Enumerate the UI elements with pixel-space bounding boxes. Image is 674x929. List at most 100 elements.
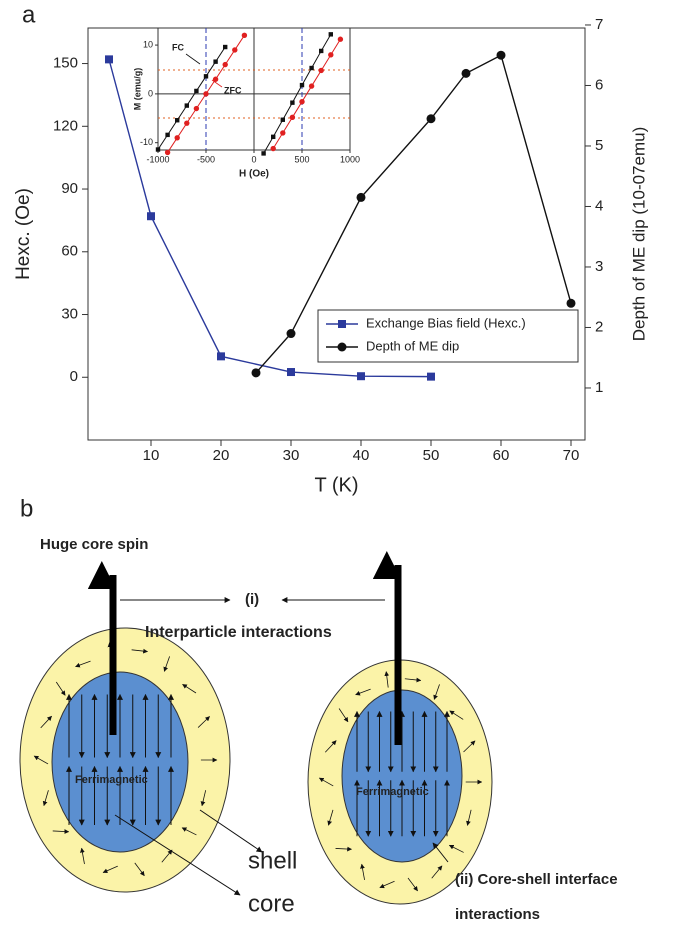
- x-tick-label: 1000: [340, 154, 360, 164]
- y2-tick-label: 7: [595, 16, 603, 33]
- y2-tick-label: 2: [595, 318, 603, 335]
- series-label: ZFC: [224, 85, 242, 95]
- legend-label: Depth of ME dip: [366, 338, 459, 353]
- marker: [299, 82, 305, 88]
- spin: [338, 708, 349, 723]
- spin: [466, 809, 472, 826]
- marker: [212, 76, 219, 82]
- marker: [309, 65, 314, 71]
- legend-box: [317, 309, 579, 363]
- x-axis-label: T (K): [314, 474, 358, 496]
- marker: [251, 368, 261, 378]
- shell-label: shell: [248, 847, 297, 874]
- spin: [40, 715, 52, 729]
- spin: [197, 716, 210, 728]
- core-spin-label: Huge core spin: [40, 536, 148, 553]
- spin: [433, 684, 440, 700]
- series-line: [263, 34, 332, 154]
- legend-marker: [337, 342, 347, 352]
- marker: [496, 50, 506, 60]
- y2-axis-label: Depth of ME dip (10-07emu): [629, 127, 648, 342]
- core-label: core: [248, 890, 295, 917]
- marker: [461, 68, 471, 78]
- x-tick-label: -500: [197, 154, 215, 164]
- marker: [318, 67, 324, 74]
- x-tick-label: -1000: [146, 154, 169, 164]
- series-line: [272, 38, 341, 149]
- spin: [33, 755, 49, 765]
- spins: [33, 642, 483, 892]
- marker: [426, 114, 436, 124]
- marker: [319, 48, 324, 54]
- marker: [184, 120, 190, 126]
- spin: [463, 740, 476, 753]
- marker: [287, 368, 295, 377]
- panel-label: a: [22, 1, 36, 28]
- spin: [52, 829, 70, 834]
- spin: [182, 683, 197, 694]
- marker: [357, 372, 365, 381]
- pointer: [211, 79, 223, 88]
- marker: [213, 59, 218, 64]
- y-tick-label: 150: [53, 55, 78, 72]
- x-tick-label: 60: [493, 447, 510, 464]
- y2-tick-label: 3: [595, 258, 603, 275]
- marker: [289, 114, 296, 121]
- series-label: FC: [172, 42, 184, 52]
- interaction-label: Interparticle interactions: [145, 624, 332, 641]
- spin: [55, 681, 66, 696]
- spin: [161, 849, 173, 863]
- marker: [232, 47, 238, 53]
- marker: [222, 61, 228, 68]
- spin: [200, 790, 207, 807]
- arrow: [114, 814, 241, 896]
- spin: [404, 677, 422, 683]
- core-label: Ferrimagnetic: [356, 786, 429, 798]
- x-tick-label: 10: [143, 447, 160, 464]
- marker: [203, 74, 209, 79]
- marker: [566, 298, 576, 308]
- x-tick-label: 50: [423, 447, 440, 464]
- x-tick-label: 20: [213, 447, 230, 464]
- marker: [217, 352, 225, 361]
- interaction-label: (i): [245, 591, 259, 608]
- spin: [335, 846, 352, 852]
- marker: [280, 130, 286, 136]
- spin: [407, 877, 418, 892]
- marker: [165, 132, 170, 138]
- diagram: b Huge core spin (i) Interparticle inter…: [19, 495, 618, 923]
- y-axis-label: Hexc. (Oe): [13, 188, 34, 280]
- marker: [261, 151, 266, 156]
- series-line: [157, 46, 226, 150]
- spin: [131, 648, 149, 654]
- spin: [355, 688, 371, 696]
- interaction-label: interactions: [455, 906, 540, 923]
- arrow: [432, 842, 449, 863]
- series-line: [108, 59, 432, 378]
- y-tick-label: 10: [143, 39, 153, 49]
- spin: [42, 790, 49, 807]
- marker: [356, 192, 366, 202]
- spin: [324, 740, 337, 753]
- y-tick-label: 90: [61, 180, 78, 197]
- marker: [223, 44, 228, 50]
- spin: [448, 844, 464, 853]
- arrow: [199, 809, 263, 853]
- marker: [337, 36, 344, 42]
- y-tick-label: 120: [53, 117, 78, 134]
- y2-tick-label: 1: [595, 379, 603, 396]
- marker: [299, 98, 305, 105]
- y-tick-label: -10: [140, 137, 153, 147]
- marker: [328, 32, 333, 37]
- spin: [379, 880, 395, 889]
- spin: [134, 862, 145, 877]
- spin: [318, 777, 334, 787]
- y2-tick-label: 5: [595, 137, 603, 154]
- spin: [384, 671, 390, 688]
- marker: [194, 88, 199, 94]
- marker: [328, 52, 334, 58]
- marker: [193, 105, 200, 112]
- y-axis-label: M (emu/g): [132, 68, 142, 111]
- y-tick-label: 30: [61, 305, 78, 322]
- marker: [105, 55, 113, 64]
